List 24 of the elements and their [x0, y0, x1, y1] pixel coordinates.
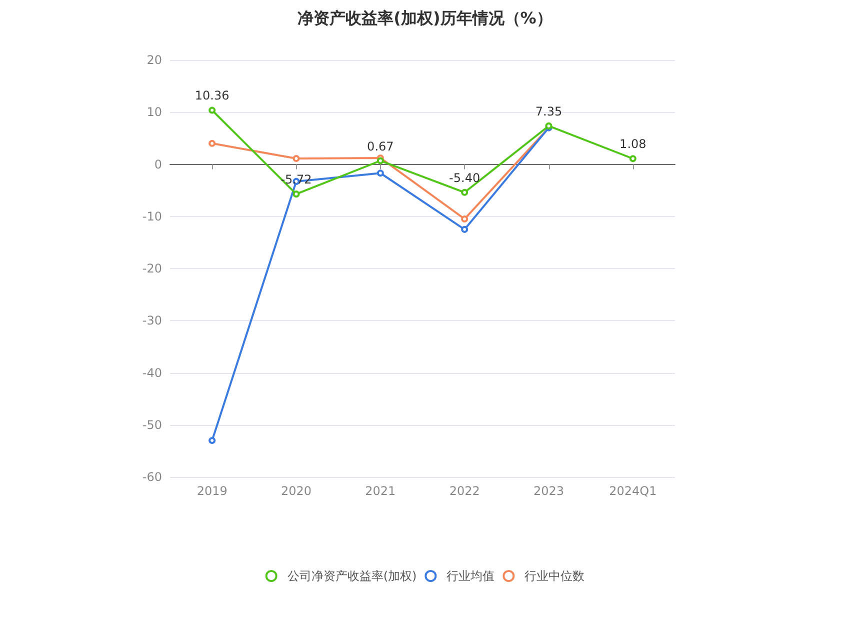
y-tick-label: -50 — [142, 418, 162, 432]
legend-label: 公司净资产收益率(加权) — [287, 569, 417, 583]
y-tick-label: -40 — [142, 366, 162, 380]
y-tick-label: 0 — [154, 157, 162, 172]
chart-title: 净资产收益率(加权)历年情况（%） — [298, 8, 552, 28]
x-tick-label: 2020 — [280, 484, 312, 498]
x-tick-label: 2021 — [365, 484, 396, 498]
data-label: -5.40 — [449, 170, 480, 185]
legend-label: 行业中位数 — [524, 569, 585, 583]
data-label: 1.08 — [620, 137, 646, 152]
legend-label: 行业均值 — [446, 569, 495, 583]
y-tick-label: -20 — [142, 262, 162, 276]
y-tick-label: -60 — [142, 470, 162, 484]
data-label: 0.67 — [367, 139, 394, 154]
y-tick-label: -10 — [142, 209, 162, 224]
x-tick-label: 2022 — [449, 484, 480, 498]
data-label: 10.36 — [194, 88, 230, 103]
data-label: 7.35 — [535, 104, 562, 118]
y-tick-label: 20 — [146, 53, 162, 67]
x-tick-label: 2019 — [196, 484, 228, 498]
x-tick-label: 2024Q1 — [609, 484, 657, 498]
x-tick-label: 2023 — [533, 484, 564, 498]
y-tick-label: -30 — [142, 314, 162, 328]
y-tick-label: 10 — [146, 105, 162, 120]
